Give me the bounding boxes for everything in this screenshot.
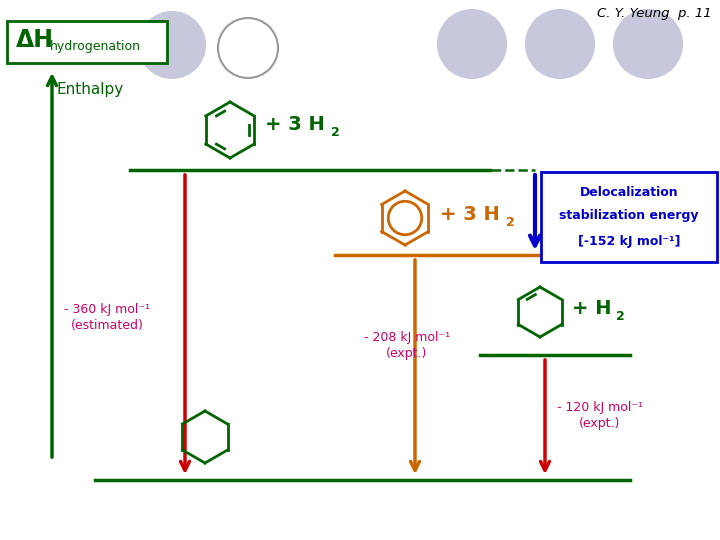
- Circle shape: [438, 10, 506, 78]
- Text: + H: + H: [572, 300, 611, 319]
- Text: - 208 kJ mol⁻¹: - 208 kJ mol⁻¹: [364, 330, 450, 343]
- Text: + 3 H: + 3 H: [440, 206, 500, 225]
- Text: 2: 2: [331, 125, 340, 138]
- Text: hydrogenation: hydrogenation: [50, 40, 141, 53]
- Text: Enthalpy: Enthalpy: [57, 82, 125, 97]
- FancyBboxPatch shape: [541, 172, 717, 262]
- Text: - 360 kJ mol⁻¹: - 360 kJ mol⁻¹: [64, 303, 150, 316]
- Text: stabilization energy: stabilization energy: [559, 209, 698, 222]
- Circle shape: [139, 12, 205, 78]
- Text: (estimated): (estimated): [71, 319, 143, 332]
- Text: (expt.): (expt.): [580, 416, 621, 429]
- Circle shape: [526, 10, 594, 78]
- Text: [-152 kJ mol⁻¹]: [-152 kJ mol⁻¹]: [577, 234, 680, 247]
- Text: 2: 2: [616, 309, 625, 322]
- Circle shape: [218, 18, 278, 78]
- Text: 2: 2: [506, 215, 515, 228]
- Text: - 120 kJ mol⁻¹: - 120 kJ mol⁻¹: [557, 401, 643, 414]
- Text: ΔH: ΔH: [16, 28, 54, 52]
- Circle shape: [614, 10, 682, 78]
- Text: C. Y. Yeung  p. 11: C. Y. Yeung p. 11: [598, 7, 712, 20]
- Text: Delocalization: Delocalization: [580, 186, 678, 199]
- Text: (expt.): (expt.): [387, 347, 428, 360]
- Text: + 3 H: + 3 H: [265, 116, 325, 134]
- FancyBboxPatch shape: [7, 21, 167, 63]
